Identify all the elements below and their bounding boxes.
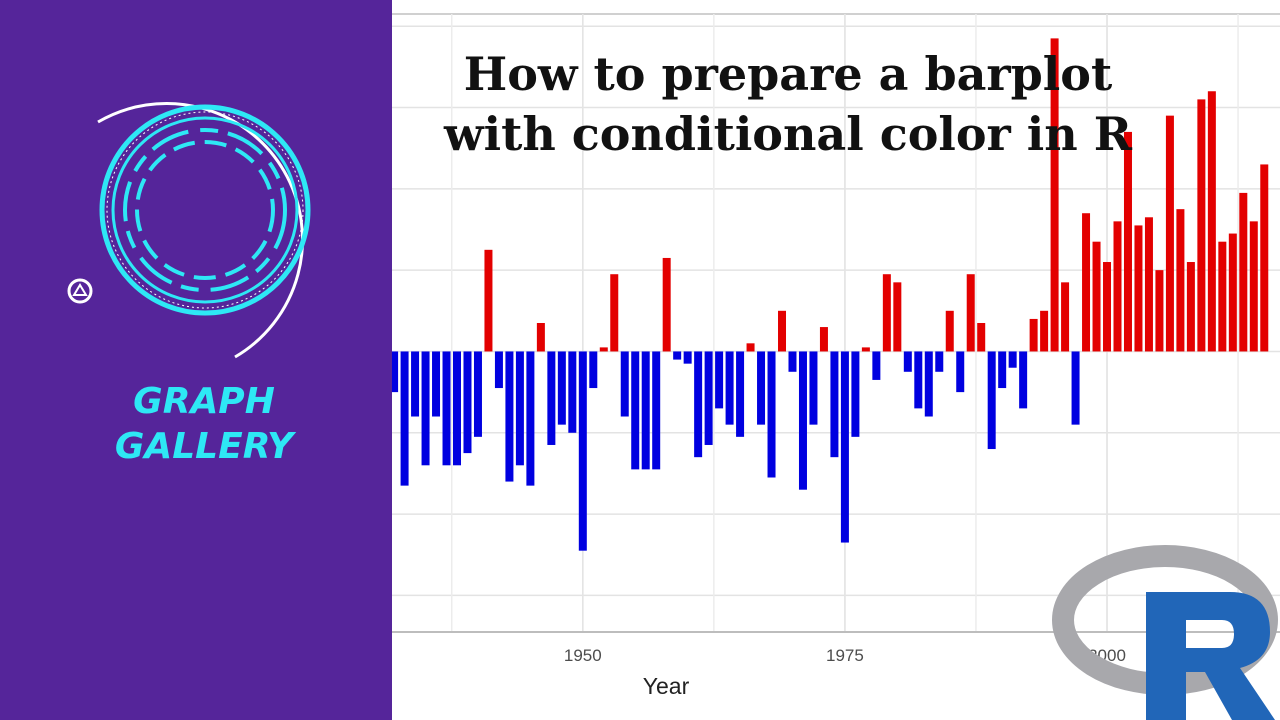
bar xyxy=(411,351,420,417)
bar xyxy=(1071,351,1080,425)
bar xyxy=(767,351,776,478)
bar xyxy=(536,323,545,352)
bar xyxy=(662,257,671,352)
r-logo xyxy=(1052,545,1278,720)
side-panel xyxy=(0,0,392,720)
bar xyxy=(390,351,399,393)
bar xyxy=(1165,115,1174,352)
bar xyxy=(935,351,944,372)
bar xyxy=(1218,241,1227,352)
bar xyxy=(924,351,933,417)
bar xyxy=(631,351,640,470)
x-tick-label: 1950 xyxy=(564,646,602,665)
bar xyxy=(589,351,598,389)
brand: GALLERY xyxy=(115,426,297,467)
bar xyxy=(494,351,503,389)
bar xyxy=(432,351,441,417)
bar xyxy=(788,351,797,372)
bar xyxy=(1113,221,1122,352)
bar xyxy=(620,351,629,417)
bar xyxy=(987,351,996,450)
bar xyxy=(1050,38,1059,352)
bar xyxy=(578,351,587,551)
brand: GRAPH xyxy=(133,381,275,422)
logo-rings xyxy=(67,102,311,359)
bar xyxy=(956,351,965,393)
bar xyxy=(977,323,986,352)
bar xyxy=(809,351,818,425)
bar xyxy=(1186,262,1195,352)
bar xyxy=(746,343,755,352)
bar xyxy=(599,347,608,352)
bar xyxy=(1155,270,1164,352)
bar xyxy=(641,351,650,470)
bar xyxy=(945,310,954,352)
bar xyxy=(872,351,881,380)
bar xyxy=(673,351,682,360)
bar xyxy=(882,274,891,352)
bar xyxy=(1092,241,1101,352)
bar xyxy=(715,351,724,409)
chart-title: with conditional color in R xyxy=(443,107,1133,161)
x-tick-label: 1975 xyxy=(826,646,864,665)
bar xyxy=(610,274,619,352)
bar xyxy=(484,249,493,352)
bar xyxy=(515,351,524,466)
chart-title: How to prepare a barplot xyxy=(464,47,1113,101)
bar xyxy=(568,351,577,433)
bar xyxy=(1249,221,1258,352)
bar xyxy=(840,351,849,543)
bar xyxy=(652,351,661,470)
bar xyxy=(442,351,451,466)
bar xyxy=(1040,310,1049,352)
bar xyxy=(463,351,472,454)
bar xyxy=(526,351,535,486)
bar xyxy=(694,351,703,458)
bar xyxy=(400,351,409,486)
bar xyxy=(1197,99,1206,352)
bar xyxy=(757,351,766,425)
bar xyxy=(1228,233,1237,352)
bar xyxy=(505,351,514,482)
bar xyxy=(683,351,692,364)
bar xyxy=(725,351,734,425)
bar xyxy=(903,351,912,372)
bar xyxy=(1103,262,1112,352)
bar xyxy=(1008,351,1017,368)
bar xyxy=(778,310,787,352)
bar xyxy=(914,351,923,409)
bar xyxy=(1061,282,1070,352)
bar xyxy=(547,351,556,445)
x-axis-label: Year xyxy=(643,673,690,699)
bar xyxy=(1134,225,1143,352)
bar xyxy=(830,351,839,458)
bar xyxy=(1019,351,1028,409)
bar xyxy=(1029,318,1038,352)
bar xyxy=(1239,192,1248,352)
bar xyxy=(1123,131,1132,352)
bar xyxy=(1144,217,1153,352)
bar xyxy=(998,351,1007,389)
bar xyxy=(1082,213,1091,352)
bar xyxy=(736,351,745,437)
bar xyxy=(1176,209,1185,352)
bar xyxy=(1260,164,1269,352)
bar xyxy=(453,351,462,466)
bar xyxy=(557,351,566,425)
bar xyxy=(798,351,807,490)
bar xyxy=(704,351,713,445)
bar xyxy=(851,351,860,437)
bar xyxy=(893,282,902,352)
bar xyxy=(473,351,482,437)
bar xyxy=(819,327,828,352)
bar xyxy=(1207,91,1216,352)
bar xyxy=(421,351,430,466)
bar xyxy=(966,274,975,352)
bar xyxy=(861,347,870,352)
